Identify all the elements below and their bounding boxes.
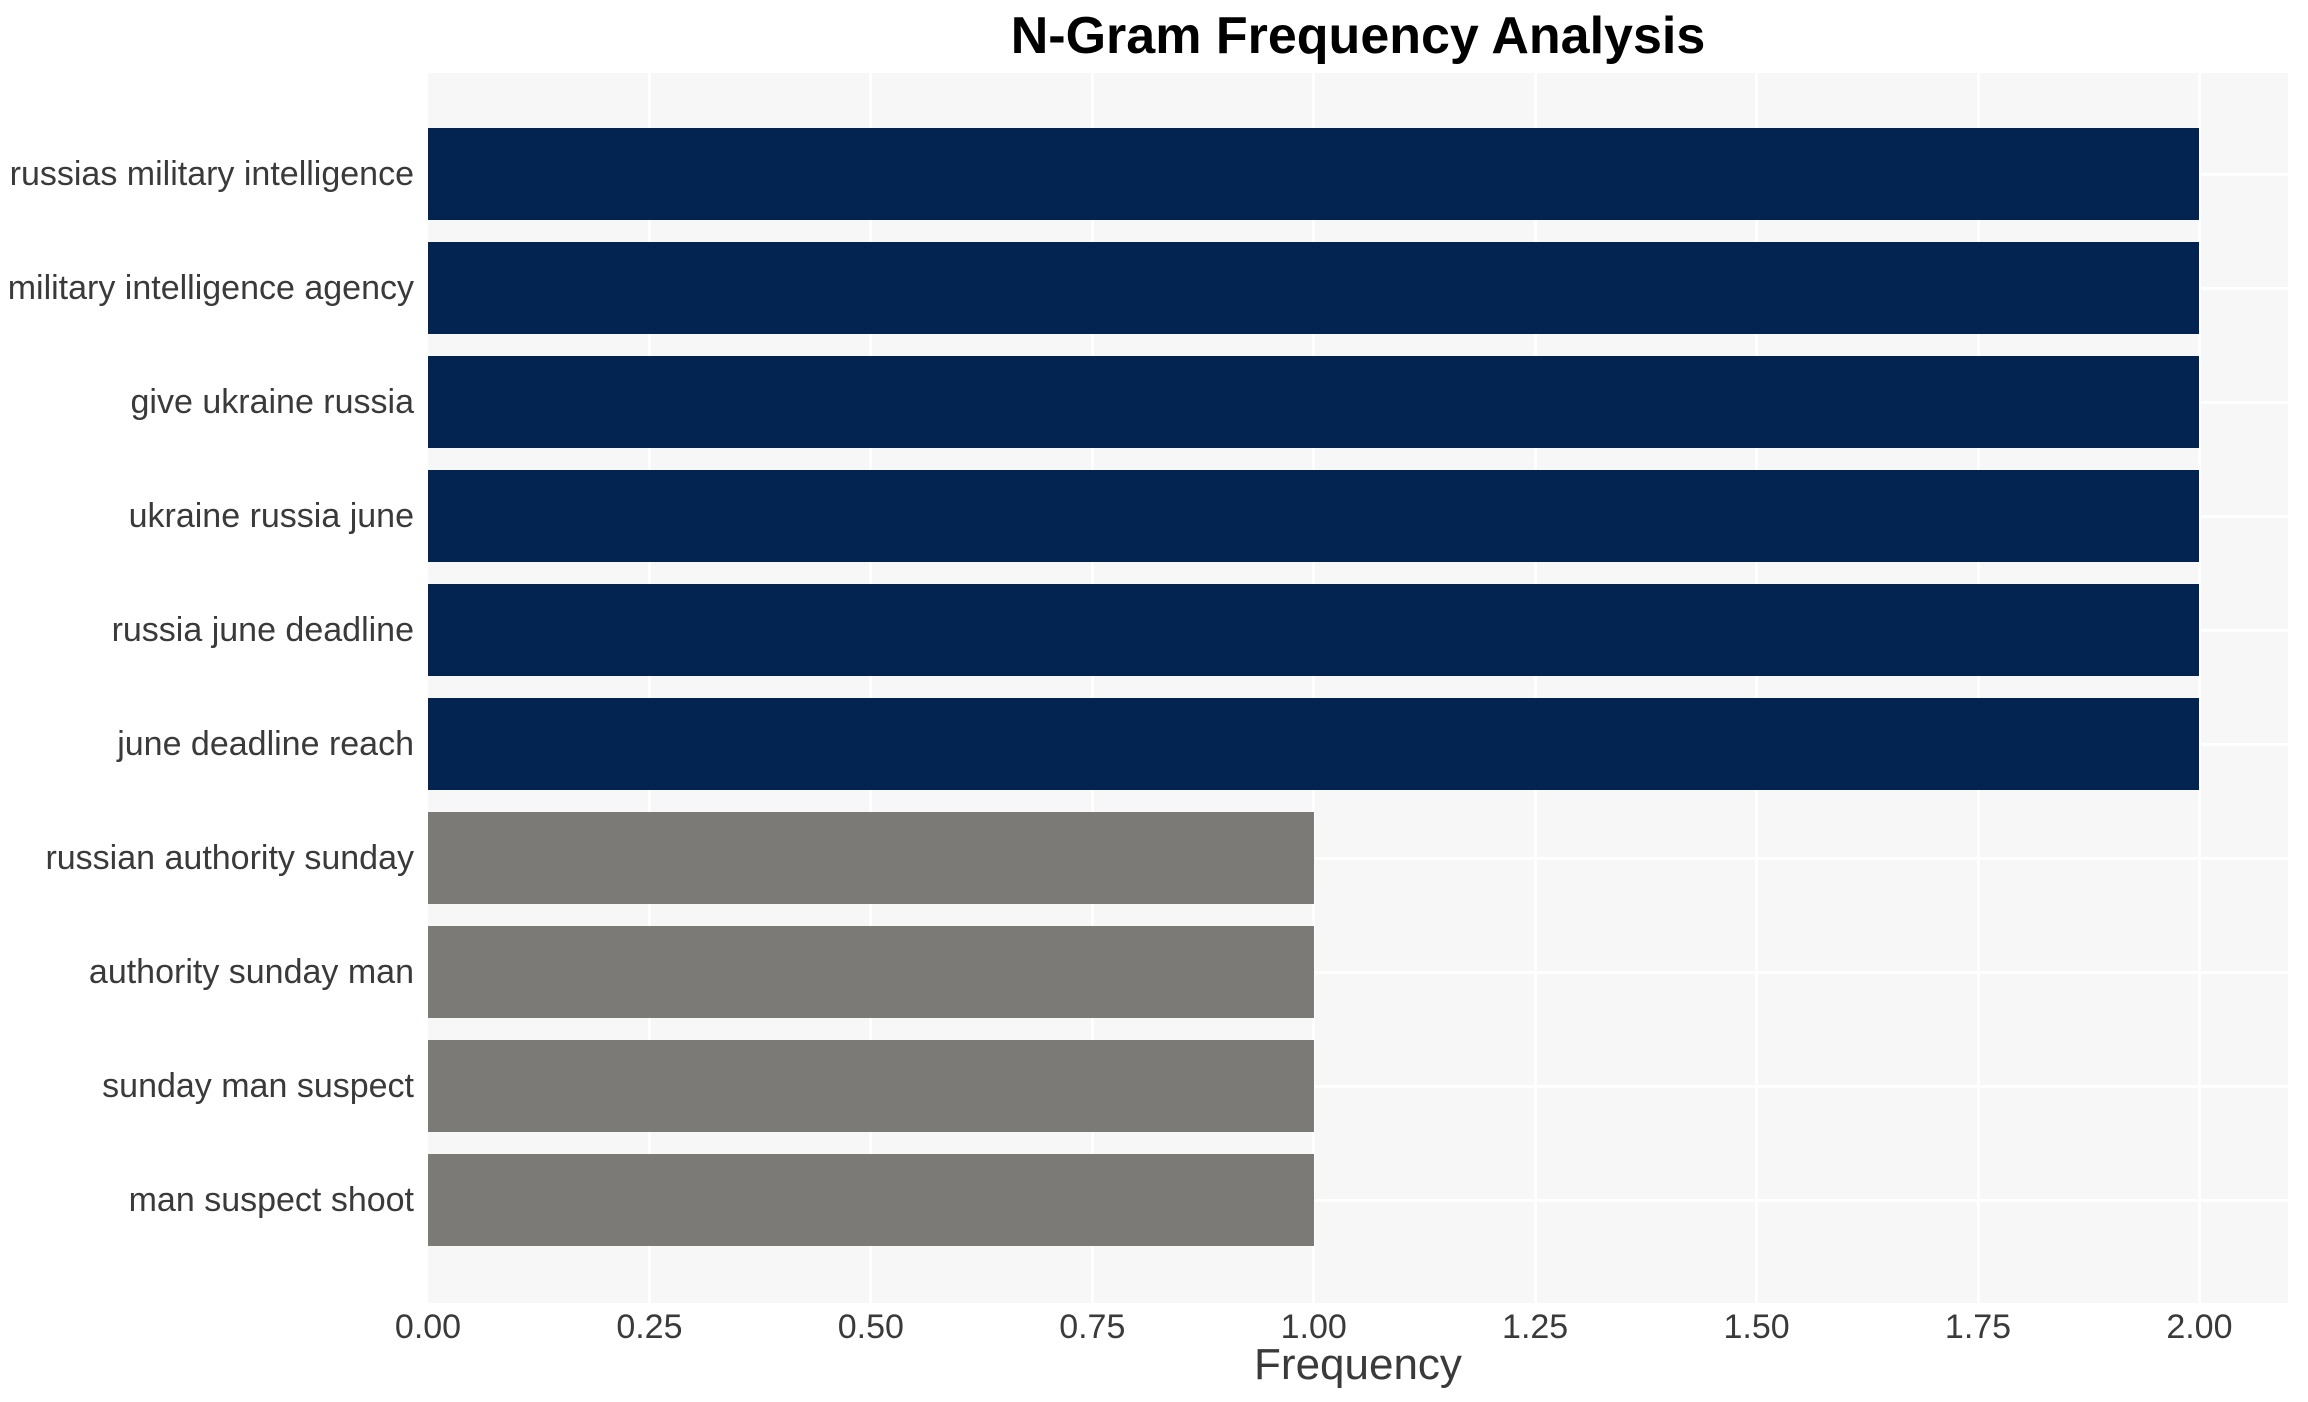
bar: [428, 812, 1314, 904]
x-tick-label: 0.00: [394, 1308, 462, 1346]
bar: [428, 1154, 1314, 1246]
bar: [428, 1040, 1314, 1132]
bar: [428, 584, 2200, 676]
grid-line-horizontal: [428, 1084, 2288, 1088]
y-axis-label: authority sunday man: [88, 953, 414, 991]
bar: [428, 926, 1314, 1018]
grid-line-vertical: [1090, 73, 1094, 1303]
y-axis-label: russias military intelligence: [9, 155, 414, 193]
bar: [428, 128, 2200, 220]
bar: [428, 470, 2200, 562]
x-axis-title: Frequency: [1254, 1340, 1462, 1389]
y-axis-label: military intelligence agency: [7, 269, 414, 307]
y-axis-label: man suspect shoot: [128, 1181, 414, 1219]
x-tick-label: 1.50: [1723, 1308, 1790, 1346]
y-axis-label: give ukraine russia: [130, 383, 414, 421]
y-axis-label: ukraine russia june: [128, 497, 414, 535]
plot-area: [428, 73, 2288, 1303]
grid-line-vertical: [1312, 73, 1316, 1303]
grid-line-vertical: [1755, 73, 1759, 1303]
x-tick-label: 1.75: [1944, 1308, 2012, 1346]
x-tick-label: 1.00: [1280, 1308, 1347, 1346]
x-tick-label: 0.75: [1059, 1308, 1126, 1346]
bar: [428, 356, 2200, 448]
x-tick-label: 1.25: [1502, 1308, 1569, 1346]
grid-line-horizontal: [428, 970, 2288, 974]
y-axis-label: russian authority sunday: [45, 839, 414, 877]
x-tick-label: 0.50: [837, 1308, 904, 1346]
grid-line-vertical: [1976, 73, 1980, 1303]
y-axis-label: june deadline reach: [117, 725, 414, 763]
chart-title: N-Gram Frequency Analysis: [1010, 7, 1706, 65]
grid-line-vertical: [2197, 73, 2201, 1303]
y-axis-label: sunday man suspect: [102, 1067, 414, 1105]
grid-line-vertical: [647, 73, 651, 1303]
grid-line-vertical: [1533, 73, 1537, 1303]
x-axis-ticks: 0.00 0.25 0.50 0.75 1.00 1.25 1.50 1.75 2.00: [395, 1306, 2288, 1352]
x-tick-label: 0.25: [616, 1308, 683, 1346]
grid-line-horizontal: [428, 856, 2288, 860]
grid-line-vertical: [869, 73, 873, 1303]
y-axis-label: russia june deadline: [111, 611, 414, 649]
bar: [428, 242, 2200, 334]
x-tick-label: 2.00: [2166, 1308, 2233, 1346]
bar: [428, 698, 2200, 790]
grid-line-horizontal: [428, 1198, 2288, 1202]
y-axis-labels: russias military intelligence military in…: [0, 73, 414, 1303]
